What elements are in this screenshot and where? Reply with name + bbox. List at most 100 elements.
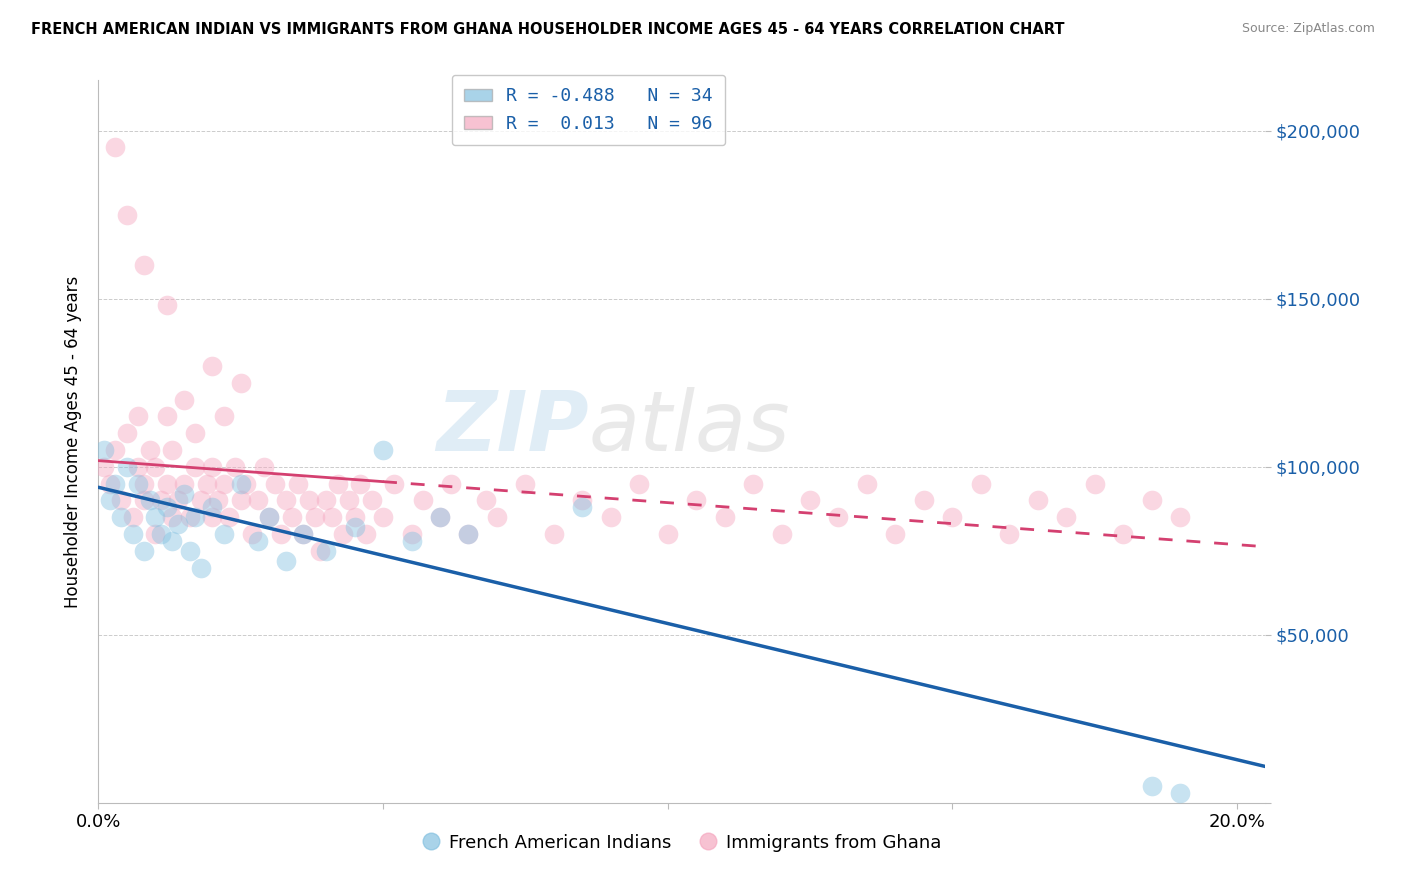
Point [349, 476, 371, 491]
Point [1112, 527, 1135, 541]
Point [571, 500, 593, 514]
Point [998, 527, 1021, 541]
Point [457, 527, 479, 541]
Point [884, 527, 907, 541]
Point [429, 510, 451, 524]
Point [207, 493, 229, 508]
Point [156, 298, 179, 312]
Point [156, 476, 179, 491]
Point [827, 510, 849, 524]
Text: atlas: atlas [589, 386, 790, 467]
Point [257, 510, 280, 524]
Point [121, 527, 143, 541]
Point [115, 208, 138, 222]
Point [543, 527, 565, 541]
Point [332, 527, 354, 541]
Point [98, 476, 121, 491]
Text: ZIP: ZIP [436, 386, 589, 467]
Point [235, 476, 257, 491]
Point [179, 543, 201, 558]
Point [970, 476, 993, 491]
Point [229, 493, 252, 508]
Point [485, 510, 508, 524]
Point [143, 527, 166, 541]
Point [474, 493, 496, 508]
Point [571, 493, 593, 508]
Point [264, 476, 287, 491]
Point [276, 493, 298, 508]
Point [360, 493, 382, 508]
Point [195, 476, 218, 491]
Point [156, 409, 179, 424]
Point [132, 476, 155, 491]
Point [941, 510, 963, 524]
Text: FRENCH AMERICAN INDIAN VS IMMIGRANTS FROM GHANA HOUSEHOLDER INCOME AGES 45 - 64 : FRENCH AMERICAN INDIAN VS IMMIGRANTS FRO… [31, 22, 1064, 37]
Point [1140, 493, 1163, 508]
Point [201, 359, 224, 373]
Point [201, 459, 224, 474]
Point [337, 493, 360, 508]
Point [132, 258, 155, 272]
Point [343, 520, 366, 534]
Point [167, 516, 190, 531]
Point [246, 533, 269, 548]
Point [121, 510, 143, 524]
Point [173, 392, 195, 407]
Point [321, 510, 343, 524]
Point [184, 459, 207, 474]
Point [287, 476, 309, 491]
Point [1084, 476, 1107, 491]
Point [257, 510, 280, 524]
Point [309, 543, 332, 558]
Point [1168, 510, 1191, 524]
Point [150, 493, 173, 508]
Point [179, 510, 201, 524]
Point [229, 376, 252, 390]
Point [401, 533, 423, 548]
Point [292, 527, 315, 541]
Point [270, 527, 292, 541]
Point [429, 510, 451, 524]
Point [315, 493, 337, 508]
Point [292, 527, 315, 541]
Point [212, 527, 235, 541]
Point [326, 476, 349, 491]
Point [713, 510, 735, 524]
Point [190, 560, 212, 574]
Point [856, 476, 879, 491]
Point [240, 527, 263, 541]
Point [184, 426, 207, 441]
Point [150, 527, 173, 541]
Point [115, 459, 138, 474]
Text: Source: ZipAtlas.com: Source: ZipAtlas.com [1241, 22, 1375, 36]
Point [912, 493, 935, 508]
Point [298, 493, 321, 508]
Point [104, 476, 127, 491]
Point [212, 409, 235, 424]
Point [218, 510, 240, 524]
Point [143, 459, 166, 474]
Point [343, 510, 366, 524]
Point [1026, 493, 1049, 508]
Point [657, 527, 679, 541]
Point [156, 500, 179, 514]
Point [162, 442, 184, 457]
Point [1054, 510, 1077, 524]
Point [799, 493, 821, 508]
Point [304, 510, 326, 524]
Point [201, 500, 224, 514]
Point [98, 493, 121, 508]
Point [742, 476, 765, 491]
Point [515, 476, 537, 491]
Point [354, 527, 377, 541]
Point [110, 510, 132, 524]
Point [184, 510, 207, 524]
Point [1168, 786, 1191, 800]
Point [127, 476, 149, 491]
Point [599, 510, 621, 524]
Point [371, 510, 394, 524]
Point [246, 493, 269, 508]
Point [457, 527, 479, 541]
Point [93, 442, 115, 457]
Point [384, 476, 406, 491]
